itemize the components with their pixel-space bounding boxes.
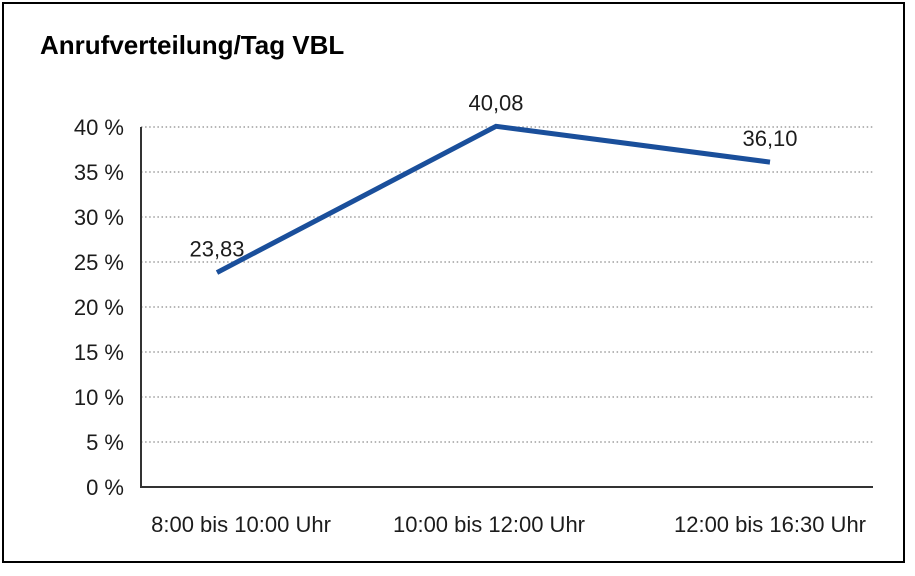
chart-frame-border [2, 2, 905, 563]
data-label: 23,83 [189, 237, 244, 262]
y-tick-label: 25 % [74, 250, 124, 275]
chart-title: Anrufverteilung/Tag VBL [40, 30, 345, 60]
y-tick-label: 10 % [74, 385, 124, 410]
x-tick-label: 12:00 bis 16:30 Uhr [674, 512, 866, 537]
y-tick-label: 0 % [86, 475, 124, 500]
y-tick-label: 30 % [74, 205, 124, 230]
y-tick-label: 40 % [74, 115, 124, 140]
y-tick-label: 5 % [86, 430, 124, 455]
data-label: 40,08 [468, 90, 523, 115]
data-line [215, 123, 771, 275]
data-label: 36,10 [742, 126, 797, 151]
y-tick-label: 20 % [74, 295, 124, 320]
y-tick-label: 35 % [74, 160, 124, 185]
x-tick-label: 10:00 bis 12:00 Uhr [393, 512, 585, 537]
x-tick-label: 8:00 bis 10:00 Uhr [151, 512, 331, 537]
y-tick-label: 15 % [74, 340, 124, 365]
